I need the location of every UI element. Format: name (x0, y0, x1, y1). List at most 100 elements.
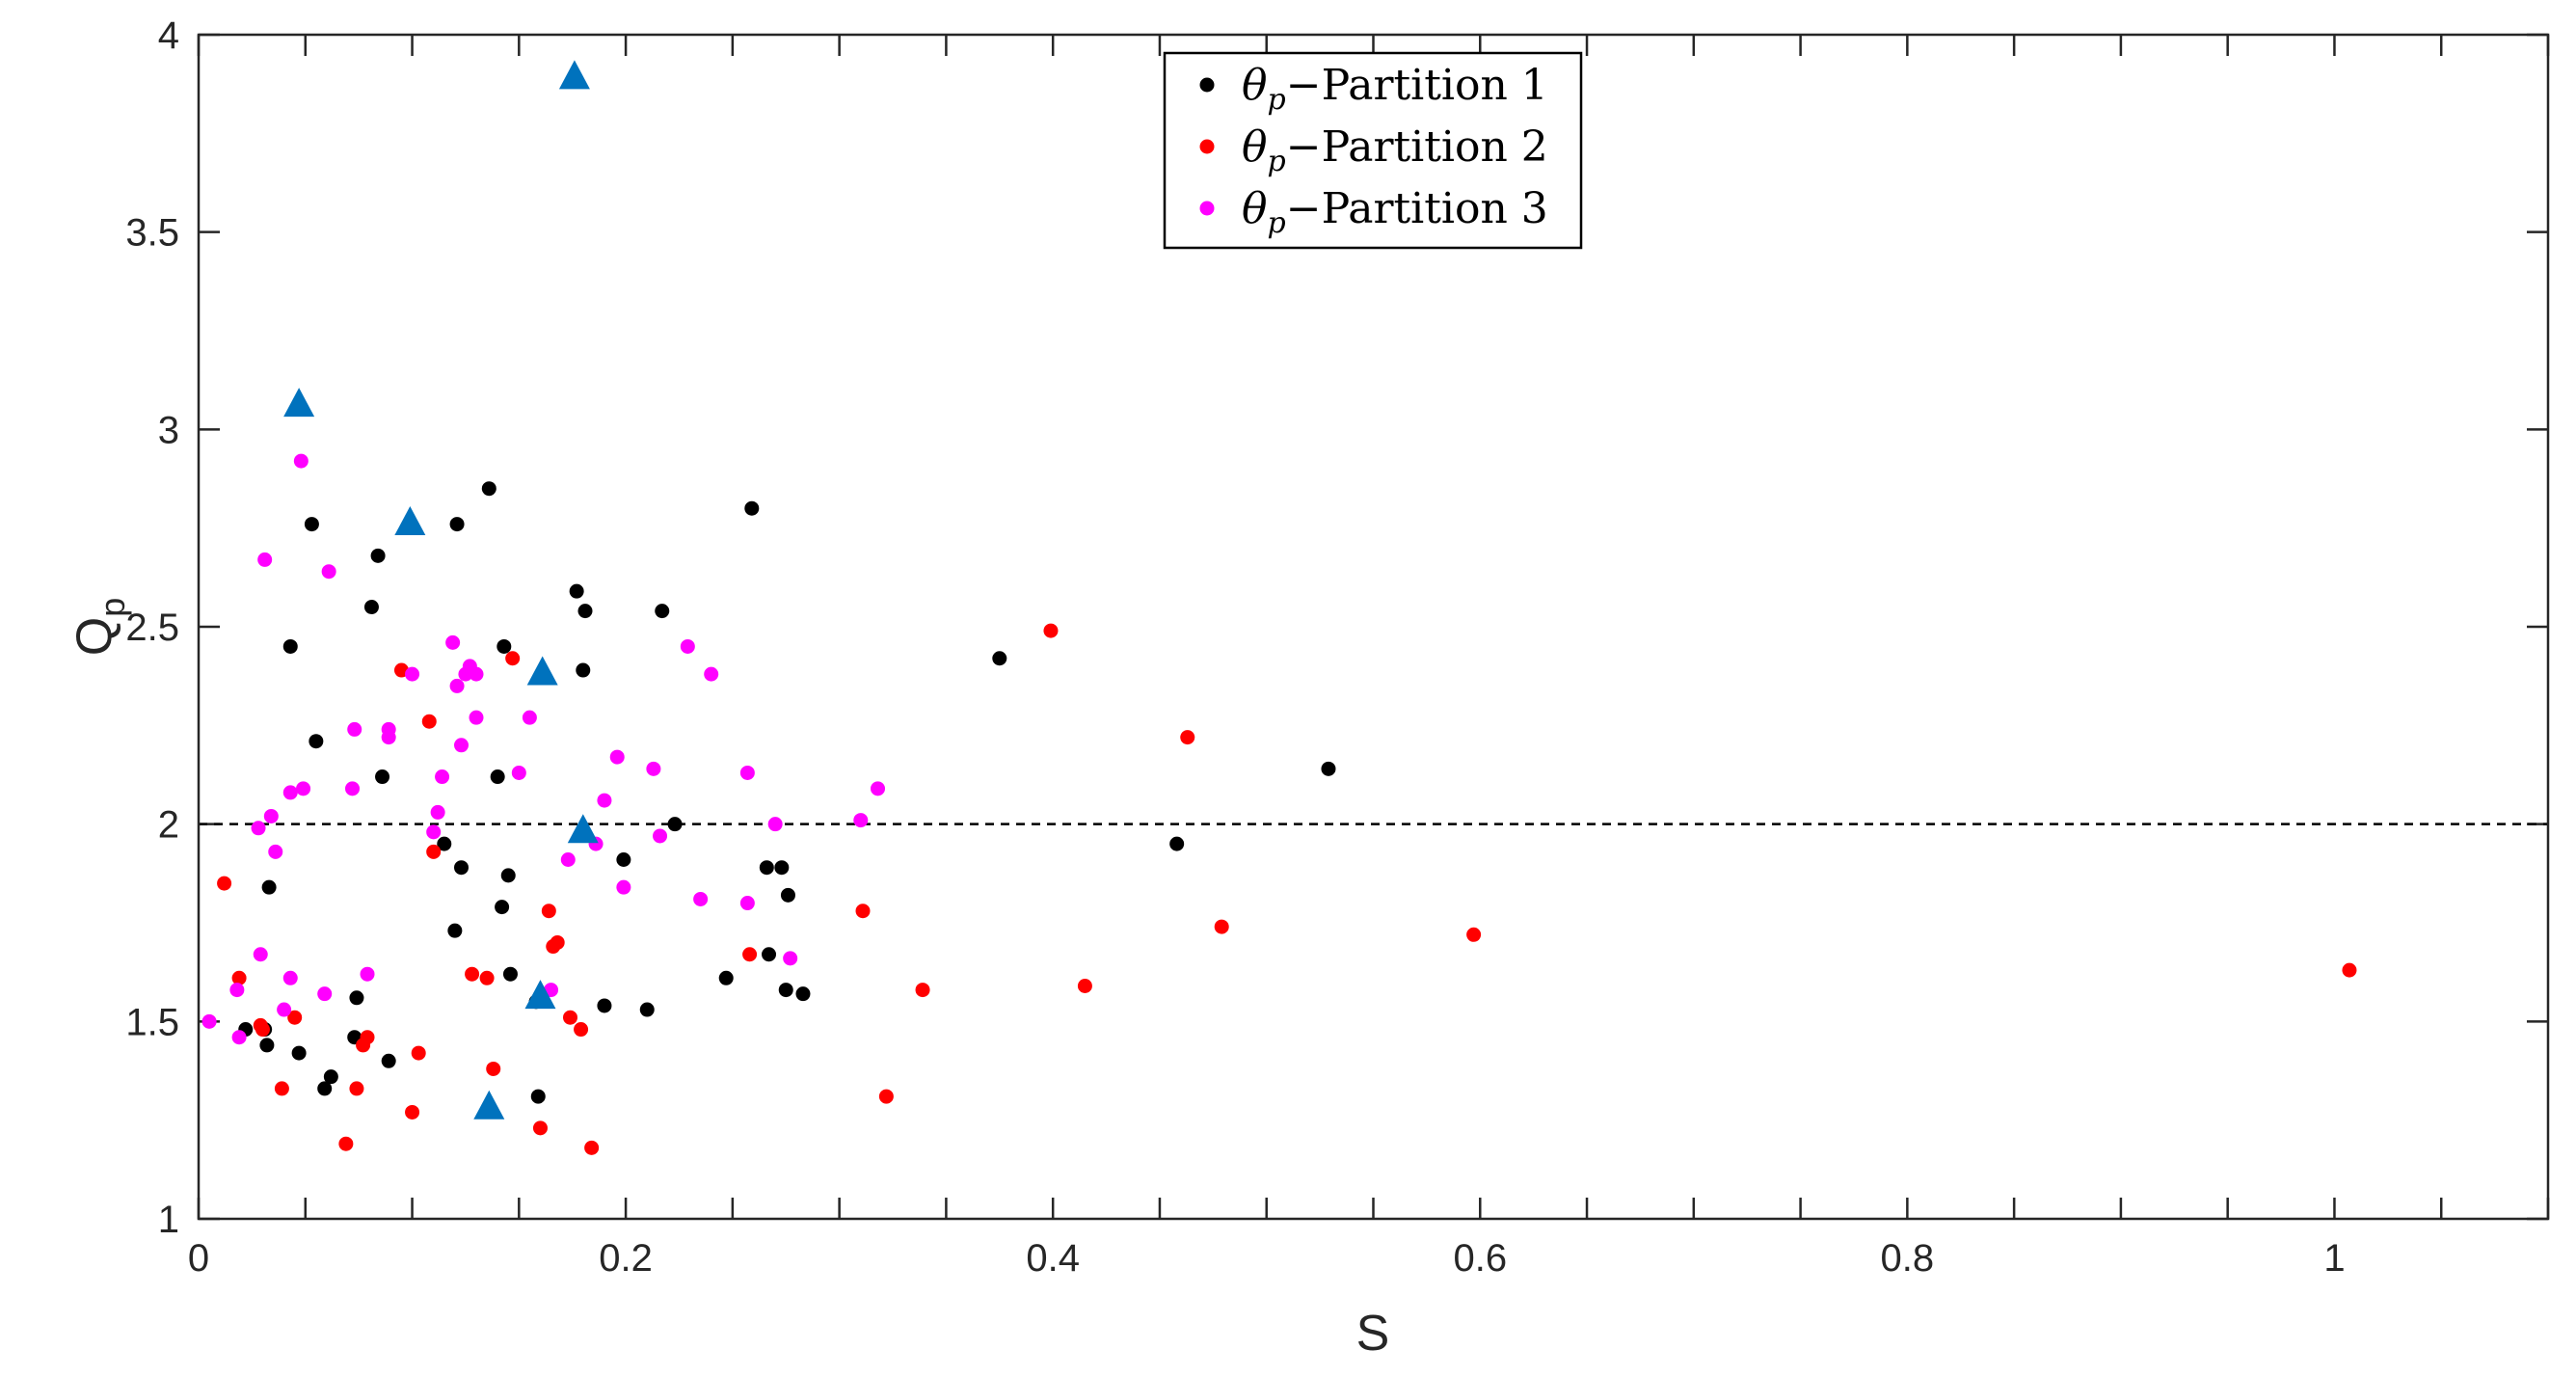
data-point (363, 600, 379, 615)
axis-ticks (197, 33, 2550, 1221)
legend-label: θp−Partition 2 (1242, 122, 1548, 178)
legend-label: θp−Partition 3 (1242, 184, 1548, 240)
y-tick-label: 1.5 (125, 1001, 179, 1043)
data-point (496, 638, 512, 654)
data-point (609, 749, 625, 765)
data-point (992, 651, 1007, 666)
data-point (495, 900, 510, 915)
data-point (445, 634, 461, 650)
data-point (774, 860, 790, 876)
data-point (253, 947, 268, 962)
data-point (349, 1081, 364, 1096)
data-point (381, 1053, 396, 1068)
data-point (317, 986, 333, 1002)
data-point (255, 1022, 270, 1038)
svg-text:Qp: Qp (67, 598, 132, 656)
data-point (411, 1045, 426, 1061)
data-point (1466, 927, 1482, 942)
data-point (261, 879, 277, 895)
data-point (500, 868, 516, 883)
legend-symbol-subscript: p (1268, 83, 1286, 117)
data-point (486, 1061, 501, 1076)
data-point (597, 793, 612, 808)
data-point (667, 817, 683, 832)
plot-area-frame (197, 33, 2550, 1221)
data-point (742, 947, 758, 962)
data-point (381, 721, 396, 737)
data-point (454, 860, 470, 876)
data-point (375, 769, 390, 785)
x-tick-label: 0.4 (1026, 1237, 1080, 1280)
data-point (1180, 730, 1195, 745)
data-point (762, 947, 777, 962)
data-point (871, 781, 886, 796)
data-point-triangle (558, 60, 590, 90)
x-tick-label: 0.2 (599, 1237, 653, 1280)
data-point (1077, 978, 1092, 993)
legend-symbol: θ (1242, 122, 1268, 172)
data-point (511, 765, 526, 780)
data-point (449, 517, 465, 532)
series-4 (283, 60, 599, 1120)
legend-symbol-subscript: p (1268, 145, 1286, 178)
legend-series-name: Partition 3 (1322, 184, 1548, 233)
legend: θp−Partition 1θp−Partition 2θp−Partition… (1163, 51, 1583, 250)
data-point (584, 1140, 600, 1155)
legend-symbol-subscript: p (1268, 206, 1286, 240)
data-point (321, 564, 336, 580)
data-point (560, 852, 576, 868)
data-point (465, 966, 480, 982)
y-tick-label: 3 (158, 409, 179, 451)
data-point-triangle (526, 656, 558, 686)
data-point (360, 966, 375, 982)
data-point (530, 1089, 546, 1104)
data-point (767, 817, 783, 832)
data-point (505, 651, 521, 666)
data-point (282, 970, 298, 985)
data-point (616, 879, 631, 895)
data-point (550, 934, 565, 950)
data-point (231, 970, 247, 985)
data-point (287, 1010, 303, 1025)
data-point (569, 583, 584, 599)
series-2 (217, 623, 2357, 1155)
y-axis-title-subscript: p (93, 598, 132, 617)
legend-marker (1199, 77, 1215, 93)
legend-symbol: θ (1242, 184, 1268, 233)
data-point (257, 552, 273, 567)
data-point (449, 678, 465, 693)
data-point (739, 765, 755, 780)
legend-dash: − (1286, 122, 1322, 172)
y-tick-label: 3.5 (125, 212, 179, 255)
data-point (783, 951, 798, 966)
data-point (309, 734, 324, 749)
data-point (541, 904, 556, 919)
data-point (293, 453, 309, 469)
data-point (405, 666, 420, 682)
data-point (338, 1136, 354, 1151)
data-point (693, 891, 709, 906)
data-point (437, 836, 452, 851)
data-point (1169, 836, 1185, 851)
data-point (562, 1010, 577, 1025)
data-point (616, 852, 631, 868)
data-point (421, 714, 437, 729)
data-point (853, 813, 869, 828)
data-point (263, 808, 279, 823)
data-point (217, 876, 232, 891)
data-point (370, 548, 386, 563)
data-point (479, 970, 495, 985)
data-point (360, 1030, 375, 1045)
legend-series-name: Partition 1 (1322, 61, 1548, 110)
data-point (780, 887, 795, 903)
data-point (469, 666, 484, 682)
data-point (522, 710, 537, 725)
series-1 (238, 481, 1336, 1104)
data-point (259, 1038, 275, 1053)
y-axis-title-main: Q (67, 617, 122, 656)
data-point (426, 844, 442, 859)
data-point (231, 1030, 247, 1045)
data-point (347, 721, 362, 737)
data-point (345, 781, 361, 796)
data-point (718, 970, 734, 985)
